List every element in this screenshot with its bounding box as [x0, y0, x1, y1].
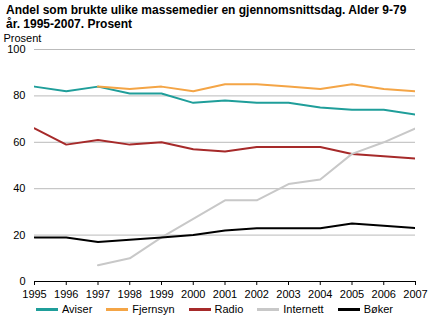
svg-text:Prosent: Prosent: [4, 32, 42, 44]
svg-text:2005: 2005: [340, 288, 364, 300]
html-text:Fjernsyn: Fjernsyn: [132, 303, 175, 315]
svg-text:2006: 2006: [372, 288, 396, 300]
svg-text:1995: 1995: [22, 288, 46, 300]
html-text:Aviser: Aviser: [62, 303, 93, 315]
html-text:Radio: Radio: [214, 303, 244, 315]
html-text:Internett: Internett: [283, 303, 324, 315]
svg-text:80: 80: [13, 89, 25, 101]
html-text:Andel som brukte ulike masseme: Andel som brukte ulike massemedier en gj…: [6, 3, 407, 31]
svg-text:1998: 1998: [118, 288, 142, 300]
svg-text:1997: 1997: [86, 288, 110, 300]
svg-text:1996: 1996: [54, 288, 78, 300]
svg-text:60: 60: [13, 136, 25, 148]
html-text:Bøker: Bøker: [363, 303, 393, 315]
svg-text:1999: 1999: [149, 288, 173, 300]
svg-text:2004: 2004: [308, 288, 332, 300]
svg-text:40: 40: [13, 182, 25, 194]
svg-text:2000: 2000: [181, 288, 205, 300]
svg-text:20: 20: [13, 229, 25, 241]
svg-text:2003: 2003: [276, 288, 300, 300]
svg-text:100: 100: [7, 43, 25, 55]
svg-text:2002: 2002: [245, 288, 269, 300]
svg-text:0: 0: [19, 275, 25, 287]
svg-text:2007: 2007: [403, 288, 427, 300]
svg-text:2001: 2001: [213, 288, 237, 300]
